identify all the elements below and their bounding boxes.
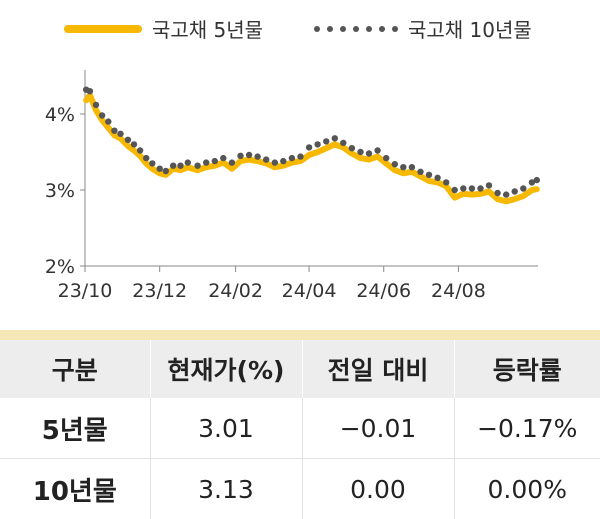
series-point-10y <box>534 177 540 183</box>
series-point-10y <box>105 118 111 124</box>
y-tick-label: 4% <box>45 104 75 126</box>
legend-swatch-10y <box>314 24 398 34</box>
series-point-10y <box>452 187 458 193</box>
x-tick-label: 24/06 <box>356 280 411 302</box>
row-price: 3.01 <box>150 398 302 459</box>
series-point-10y <box>357 149 363 155</box>
x-tick-label: 23/10 <box>58 280 113 302</box>
series-point-10y <box>185 159 191 165</box>
series-point-10y <box>237 153 243 159</box>
series-point-10y <box>297 153 303 159</box>
series-point-10y <box>220 155 226 161</box>
header-price: 현재가(%) <box>150 340 302 398</box>
series-point-10y <box>340 140 346 146</box>
legend-swatch-5y <box>64 25 142 33</box>
series-point-10y <box>443 179 449 185</box>
series-point-10y <box>520 185 526 191</box>
table-top-rule <box>0 330 600 340</box>
header-change: 전일 대비 <box>302 340 454 398</box>
legend-item-10y: 국고채 10년물 <box>314 14 532 43</box>
series-point-10y <box>111 128 117 134</box>
series-point-10y <box>125 137 131 143</box>
row-price: 3.13 <box>150 459 302 519</box>
series-point-10y <box>246 152 252 158</box>
series-point-10y <box>131 141 137 147</box>
row-change: 0.00 <box>302 459 454 519</box>
x-tick-label: 24/04 <box>282 280 337 302</box>
series-point-10y <box>512 188 518 194</box>
row-rate: −0.17% <box>454 398 600 459</box>
series-point-10y <box>212 158 218 164</box>
series-point-10y <box>170 163 176 169</box>
series-point-10y <box>323 138 329 144</box>
series-point-10y <box>434 175 440 181</box>
series-point-10y <box>87 88 93 94</box>
series-point-10y <box>314 141 320 147</box>
series-point-10y <box>349 145 355 151</box>
row-label: 5년물 <box>0 398 150 459</box>
legend-item-5y: 국고채 5년물 <box>64 14 263 43</box>
series-point-10y <box>254 153 260 159</box>
series-point-10y <box>137 147 143 153</box>
row-rate: 0.00% <box>454 459 600 519</box>
series-point-10y <box>494 190 500 196</box>
series-point-10y <box>503 191 509 197</box>
yield-table-wrap: 구분 현재가(%) 전일 대비 등락률 5년물 3.01 −0.01 −0.17… <box>0 330 600 519</box>
series-point-10y <box>280 158 286 164</box>
series-point-10y <box>383 155 389 161</box>
row-change: −0.01 <box>302 398 454 459</box>
row-label: 10년물 <box>0 459 150 519</box>
bond-yield-chart: 2% 3% 4% 23/10 23/12 24/02 24/04 24/06 24/08 <box>0 60 600 310</box>
series-point-10y <box>460 185 466 191</box>
header-category: 구분 <box>0 340 150 398</box>
series-point-10y <box>149 160 155 166</box>
series-point-10y <box>263 156 269 162</box>
series-point-10y <box>99 112 105 118</box>
series-point-10y <box>203 159 209 165</box>
x-tick-label: 24/08 <box>431 280 486 302</box>
x-tick-label: 24/02 <box>208 280 263 302</box>
series-point-10y <box>194 163 200 169</box>
series-point-10y <box>366 150 372 156</box>
series-point-10y <box>272 159 278 165</box>
series-point-10y <box>93 102 99 108</box>
series-point-10y <box>426 172 432 178</box>
series-point-10y <box>374 147 380 153</box>
series-point-10y <box>177 163 183 169</box>
x-tick-label: 23/12 <box>132 280 187 302</box>
series-point-10y <box>409 164 415 170</box>
series-point-10y <box>477 185 483 191</box>
series-point-10y <box>400 164 406 170</box>
series-point-10y <box>117 131 123 137</box>
series-point-10y <box>332 135 338 141</box>
yield-table: 구분 현재가(%) 전일 대비 등락률 5년물 3.01 −0.01 −0.17… <box>0 340 600 519</box>
series-point-10y <box>163 168 169 174</box>
table-row: 10년물 3.13 0.00 0.00% <box>0 459 600 519</box>
legend-label-5y: 국고채 5년물 <box>152 14 263 43</box>
y-tick-label: 3% <box>45 180 75 202</box>
series-point-10y <box>157 166 163 172</box>
y-tick-label: 2% <box>45 256 75 278</box>
table-header-row: 구분 현재가(%) 전일 대비 등락률 <box>0 340 600 398</box>
series-point-10y <box>392 161 398 167</box>
series-point-10y <box>289 155 295 161</box>
series-point-10y <box>469 185 475 191</box>
series-point-10y <box>417 169 423 175</box>
series-point-10y <box>486 182 492 188</box>
series-point-10y <box>306 144 312 150</box>
series-point-10y <box>143 155 149 161</box>
table-row: 5년물 3.01 −0.01 −0.17% <box>0 398 600 459</box>
header-rate: 등락률 <box>454 340 600 398</box>
legend-label-10y: 국고채 10년물 <box>408 14 532 43</box>
series-point-10y <box>229 159 235 165</box>
chart-legend: 국고채 5년물 국고채 10년물 <box>0 0 600 60</box>
